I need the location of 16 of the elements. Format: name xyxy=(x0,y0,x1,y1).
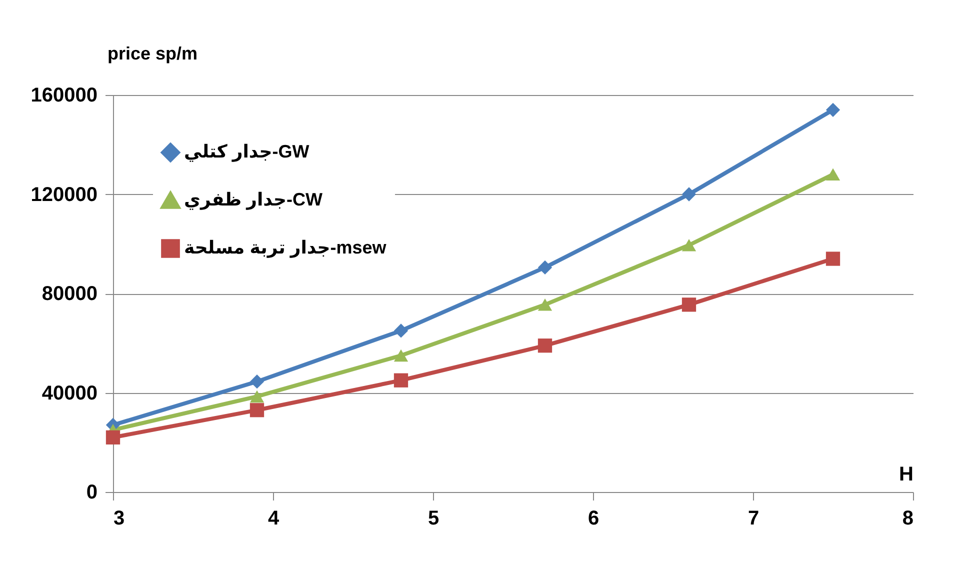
y-tick-label: 80000 xyxy=(42,283,98,305)
x-tick-label: 4 xyxy=(268,508,280,530)
x-tick-label: 6 xyxy=(588,508,600,530)
legend-label: جدار كتلي-GW xyxy=(184,142,310,162)
x-tick-label: 8 xyxy=(902,508,914,530)
x-tick-label: 7 xyxy=(748,508,760,530)
y-tick-label: 40000 xyxy=(42,382,98,404)
x-axis-title: H xyxy=(899,464,914,486)
y-tick-label: 120000 xyxy=(30,184,98,206)
y-tick-label: 160000 xyxy=(30,84,98,106)
y-tick-label: 0 xyxy=(86,482,98,504)
legend-label: جدار ظفري-CW xyxy=(184,190,323,210)
y-axis-title: price sp/m xyxy=(108,44,198,64)
legend-label: جدار تربة مسلحة-msew xyxy=(184,238,388,258)
x-tick-label: 3 xyxy=(114,508,125,530)
x-tick-label: 5 xyxy=(428,508,440,530)
